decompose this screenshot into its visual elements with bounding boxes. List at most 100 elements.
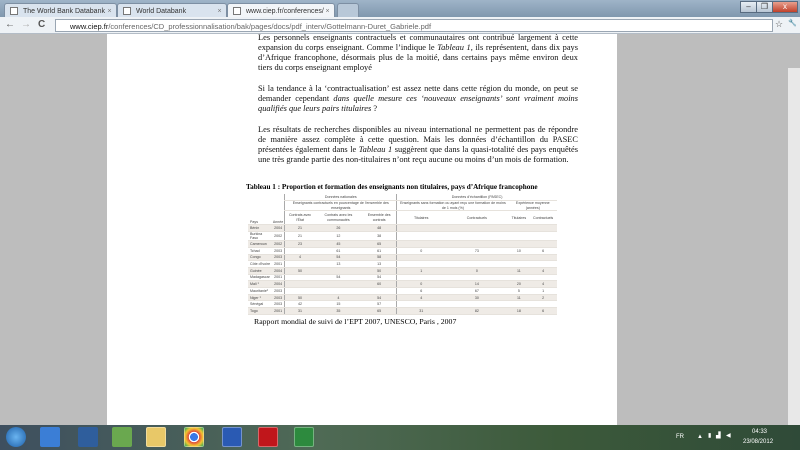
- value-cell: 30: [445, 294, 509, 302]
- value-cell: 54: [362, 294, 397, 302]
- value-cell: [396, 240, 446, 248]
- table-row: Tchad 2003 61 61 0 73 10 6: [248, 247, 557, 255]
- value-cell: 2001: [271, 274, 285, 282]
- value-cell: 1: [396, 267, 446, 275]
- forward-button[interactable]: →: [21, 19, 31, 30]
- value-cell: 2002: [271, 240, 285, 248]
- tab-label: World Databank: [136, 8, 187, 15]
- vertical-scrollbar[interactable]: [788, 68, 800, 425]
- value-cell: [445, 260, 509, 269]
- url-host: www.ciep.fr: [70, 22, 109, 31]
- value-cell: [314, 267, 363, 275]
- value-cell: 2003: [271, 247, 285, 255]
- pdf-viewer: Les personnels enseignants contractuels …: [0, 34, 800, 425]
- value-cell: 31: [396, 307, 446, 315]
- table-caption: Tableau 1 : Proportion et formation des …: [246, 183, 538, 191]
- restore-button[interactable]: ❐: [756, 1, 773, 13]
- country-cell: Mauritanie²: [248, 287, 272, 295]
- text: Les personnels enseignants contractuels …: [258, 34, 578, 52]
- value-cell: 57: [362, 300, 397, 309]
- group-header-pasec: Données d’échantillon (PASEC): [396, 194, 557, 202]
- value-cell: 20: [508, 280, 530, 289]
- chrome-icon[interactable]: [184, 427, 204, 447]
- table-row: Bénin 2004 21 26 48: [248, 224, 557, 232]
- show-hidden-icons[interactable]: ▲: [697, 434, 703, 440]
- value-cell: [529, 254, 557, 262]
- browser-toolbar: ← → C www.ciep.fr/conferences/CD_profess…: [0, 17, 800, 34]
- close-tab-icon[interactable]: ×: [217, 8, 222, 15]
- value-cell: [508, 254, 530, 262]
- value-cell: 14: [445, 280, 509, 289]
- value-cell: [284, 287, 315, 295]
- value-cell: 11: [508, 267, 530, 275]
- table-row: Congo 2003 4 54 58: [248, 254, 557, 262]
- value-cell: [284, 274, 315, 282]
- tab-label: www.ciep.fr/conferences/C: [246, 8, 324, 15]
- value-cell: 42: [284, 300, 315, 309]
- minimize-button[interactable]: –: [740, 1, 757, 13]
- paragraph-3: Les résultats de recherches disponibles …: [258, 125, 578, 165]
- close-window-button[interactable]: x: [772, 1, 798, 13]
- table-row: Madagascar 2001 54 54: [248, 274, 557, 282]
- value-cell: 82: [445, 307, 509, 315]
- header-cell: Année: [271, 194, 285, 226]
- volume-icon[interactable]: ◀: [726, 433, 731, 439]
- bookmark-star-icon[interactable]: ☆: [775, 19, 784, 29]
- acrobat-icon[interactable]: [258, 427, 278, 447]
- value-cell: 23: [284, 240, 315, 248]
- language-indicator[interactable]: FR: [676, 434, 684, 440]
- text: ?: [371, 104, 378, 113]
- table-row: Mauritanie² 2003 6 67 5 1: [248, 287, 557, 295]
- explorer-icon[interactable]: [146, 427, 166, 447]
- table-row: Niger ¹ 2003 50 4 54 4 30 11 2: [248, 294, 557, 302]
- table-reference: Tableau 1: [358, 145, 393, 154]
- value-cell: [396, 224, 446, 232]
- new-tab-button[interactable]: [337, 3, 359, 17]
- value-cell: 15: [314, 300, 363, 309]
- country-cell: Togo: [248, 307, 272, 315]
- country-cell: Bénin: [248, 224, 272, 232]
- value-cell: 50: [284, 267, 315, 275]
- value-cell: 65: [362, 307, 397, 315]
- tab-ciep-pdf[interactable]: www.ciep.fr/conferences/C ×: [227, 3, 335, 17]
- messenger-icon[interactable]: [112, 427, 132, 447]
- reload-button[interactable]: C: [38, 19, 46, 30]
- network-icon[interactable]: ▟: [716, 433, 721, 439]
- value-cell: [445, 240, 509, 248]
- page-icon: [123, 7, 131, 15]
- table-row: Mali ¹ 2004 60 0 14 20 4: [248, 280, 557, 289]
- close-tab-icon[interactable]: ×: [107, 8, 112, 15]
- back-button[interactable]: ←: [5, 19, 15, 30]
- value-cell: 18: [508, 307, 530, 315]
- excel-icon[interactable]: [294, 427, 314, 447]
- value-cell: 0: [445, 267, 509, 275]
- start-button[interactable]: [6, 427, 26, 447]
- wrench-menu-icon[interactable]: 🔧: [788, 20, 797, 27]
- value-cell: 45: [314, 240, 363, 248]
- paragraph-2: Si la tendance à la ‘contractualisation’…: [258, 84, 578, 114]
- word-icon[interactable]: [222, 427, 242, 447]
- value-cell: 61: [362, 247, 397, 255]
- column-header: Titulaires: [508, 210, 530, 226]
- media-player-icon[interactable]: [40, 427, 60, 447]
- column-header: Contrats avec les communautés: [314, 210, 363, 226]
- value-cell: [445, 231, 509, 242]
- address-bar[interactable]: www.ciep.fr/conferences/CD_professionnal…: [55, 19, 773, 32]
- text: Les résultats de recherches disponibles …: [258, 125, 578, 154]
- clock-date[interactable]: 23/08/2012: [743, 439, 774, 445]
- value-cell: 6: [396, 287, 446, 295]
- tab-world-bank-databank[interactable]: The World Bank Databank ×: [4, 3, 117, 17]
- value-cell: 0: [396, 247, 446, 255]
- battery-icon[interactable]: ▮: [708, 433, 712, 439]
- value-cell: 4: [284, 254, 315, 262]
- table-source: Rapport mondial de suivi de l’EPT 2007, …: [254, 316, 457, 326]
- value-cell: [362, 287, 397, 295]
- store-icon[interactable]: [78, 427, 98, 447]
- clock-time[interactable]: 04:33: [752, 429, 768, 435]
- close-tab-icon[interactable]: ×: [325, 8, 330, 15]
- value-cell: [445, 300, 509, 309]
- value-cell: [529, 240, 557, 248]
- tab-world-databank[interactable]: World Databank ×: [117, 3, 227, 17]
- table-row: Burkina Faso 2002 21 12 38: [248, 231, 557, 242]
- value-cell: 73: [445, 247, 509, 255]
